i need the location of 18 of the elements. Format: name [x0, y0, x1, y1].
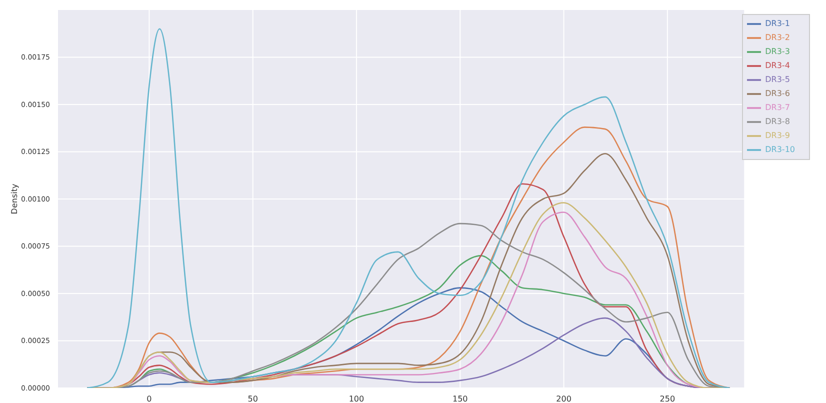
x-tick-label: 250 [660, 394, 676, 403]
line-series [86, 28, 730, 388]
legend-label: DR3-5 [765, 75, 790, 84]
y-axis-title: Density [10, 184, 19, 214]
legend-label: DR3-9 [765, 131, 790, 140]
legend-label: DR3-10 [765, 145, 795, 154]
x-tick-label: 150 [452, 394, 468, 403]
x-tick-label: 50 [248, 394, 258, 403]
legend-label: DR3-6 [765, 89, 790, 98]
x-tick-label: 0 [146, 394, 152, 403]
x-tick-label: 100 [348, 394, 364, 403]
legend-label: DR3-3 [765, 47, 790, 56]
legend-label: DR3-4 [765, 61, 790, 70]
legend-label: DR3-7 [765, 103, 790, 112]
legend-label: DR3-2 [765, 33, 790, 42]
legend-label: DR3-1 [765, 19, 790, 28]
x-tick-label: 200 [556, 394, 572, 403]
legend-label: DR3-8 [765, 117, 790, 126]
